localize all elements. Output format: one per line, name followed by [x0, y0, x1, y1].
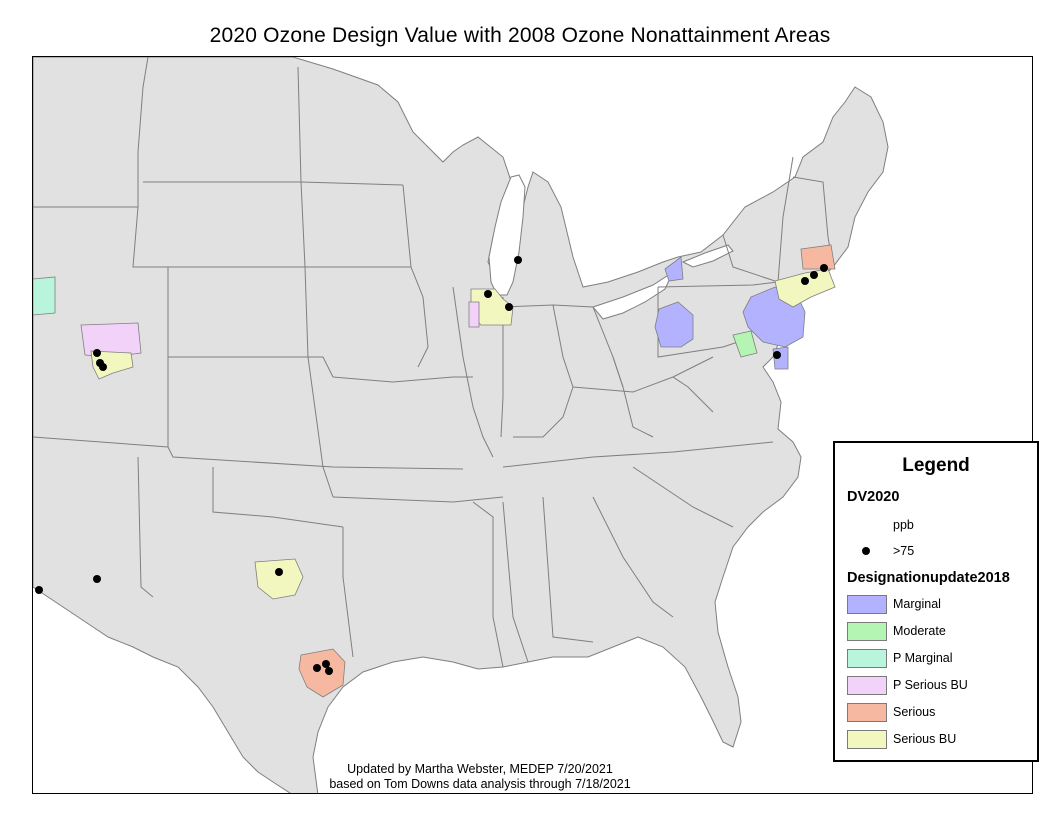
- credit-note: Updated by Martha Webster, MEDEP 7/20/20…: [300, 762, 660, 792]
- area-serious-bu-nyc: [774, 268, 836, 308]
- dv-heading: DV2020: [847, 489, 900, 505]
- class-label: Serious: [893, 705, 936, 719]
- swatch-serious: [847, 703, 887, 722]
- lake-ontario: [681, 244, 734, 268]
- site-dot[interactable]: [810, 271, 818, 279]
- legend-title: Legend: [902, 455, 970, 476]
- area-serious-houston: [298, 648, 346, 698]
- area-moderate-dc: [732, 330, 758, 358]
- area-marginal-erie: [664, 256, 684, 282]
- unit-label: ppb: [893, 518, 914, 532]
- site-dot[interactable]: [505, 303, 513, 311]
- site-dot[interactable]: [35, 586, 43, 594]
- site-dot[interactable]: [820, 264, 828, 272]
- map-title: 2020 Ozone Design Value with 2008 Ozone …: [209, 24, 831, 47]
- us-map: [33, 57, 889, 793]
- area-serious-ct: [800, 244, 836, 270]
- designation-heading: Designationupdate2018: [847, 570, 1010, 586]
- swatch-p-marginal: [847, 649, 887, 668]
- site-dot[interactable]: [325, 667, 333, 675]
- land-mass: [33, 57, 889, 793]
- area-serious-bu-dfw: [254, 558, 304, 600]
- lake-erie: [592, 270, 675, 320]
- area-p-marginal: [33, 276, 56, 316]
- area-serious-bu-utah: [90, 350, 134, 380]
- swatch-p-serious-bu: [847, 676, 887, 695]
- site-dot[interactable]: [93, 349, 101, 357]
- credit-line: based on Tom Downs data analysis through…: [329, 777, 631, 791]
- site-dot-swatch: [862, 547, 870, 555]
- legend-box: Legend DV2020 ppb >75 Designationupdate2…: [833, 441, 1039, 762]
- class-label: Marginal: [893, 597, 941, 611]
- site-dot[interactable]: [801, 277, 809, 285]
- swatch-moderate: [847, 622, 887, 641]
- dot-label: >75: [893, 544, 915, 558]
- lake-michigan: [488, 174, 526, 296]
- site-dot[interactable]: [313, 664, 321, 672]
- map-frame[interactable]: [32, 56, 1033, 794]
- site-dot[interactable]: [484, 290, 492, 298]
- site-dot[interactable]: [773, 351, 781, 359]
- credit-line: Updated by Martha Webster, MEDEP 7/20/20…: [347, 762, 613, 776]
- swatch-serious-bu: [847, 730, 887, 749]
- class-label: P Serious BU: [893, 678, 968, 692]
- nonattainment-areas: [33, 244, 836, 698]
- site-dot[interactable]: [275, 568, 283, 576]
- swatch-marginal: [847, 595, 887, 614]
- site-dot[interactable]: [93, 575, 101, 583]
- area-p-serious-chicago: [468, 301, 480, 328]
- site-dot[interactable]: [322, 660, 330, 668]
- site-dot[interactable]: [514, 256, 522, 264]
- area-marginal-pitt: [654, 301, 694, 348]
- class-label: P Marginal: [893, 651, 953, 665]
- class-label: Serious BU: [893, 732, 957, 746]
- site-dot[interactable]: [99, 363, 107, 371]
- class-label: Moderate: [893, 624, 946, 638]
